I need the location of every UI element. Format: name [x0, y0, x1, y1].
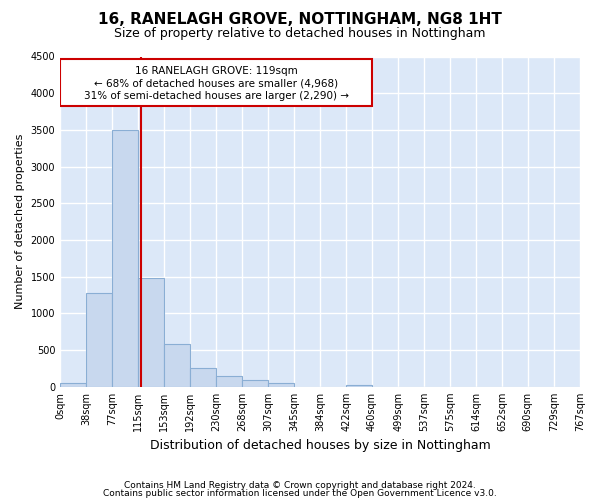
Bar [112, 130, 138, 387]
Bar [242, 380, 268, 387]
Text: 31% of semi-detached houses are larger (2,290) →: 31% of semi-detached houses are larger (… [83, 91, 349, 101]
Bar [216, 376, 242, 387]
Bar [60, 58, 372, 106]
Bar [190, 368, 216, 387]
Bar [138, 278, 164, 387]
Bar [164, 344, 190, 387]
Text: Contains HM Land Registry data © Crown copyright and database right 2024.: Contains HM Land Registry data © Crown c… [124, 481, 476, 490]
X-axis label: Distribution of detached houses by size in Nottingham: Distribution of detached houses by size … [150, 440, 490, 452]
Bar [60, 383, 86, 387]
Text: ← 68% of detached houses are smaller (4,968): ← 68% of detached houses are smaller (4,… [94, 78, 338, 88]
Bar [86, 293, 112, 387]
Text: 16 RANELAGH GROVE: 119sqm: 16 RANELAGH GROVE: 119sqm [134, 66, 298, 76]
Text: 16, RANELAGH GROVE, NOTTINGHAM, NG8 1HT: 16, RANELAGH GROVE, NOTTINGHAM, NG8 1HT [98, 12, 502, 28]
Text: Contains public sector information licensed under the Open Government Licence v3: Contains public sector information licen… [103, 488, 497, 498]
Text: Size of property relative to detached houses in Nottingham: Size of property relative to detached ho… [114, 28, 486, 40]
Bar [346, 384, 372, 387]
Bar [268, 383, 294, 387]
Y-axis label: Number of detached properties: Number of detached properties [15, 134, 25, 310]
